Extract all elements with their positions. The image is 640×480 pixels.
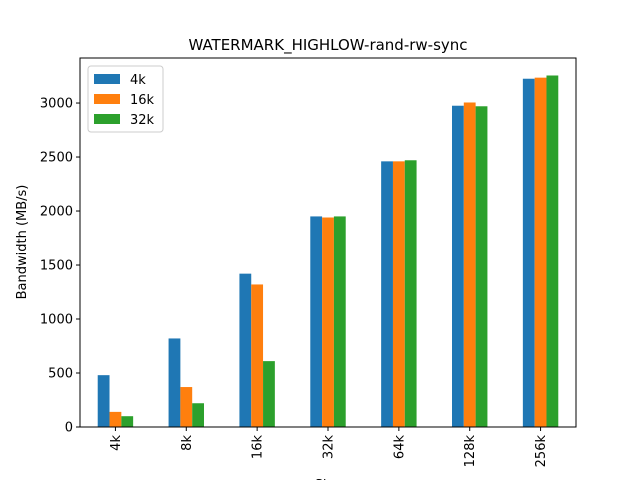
x-tick-label: 32k (322, 435, 337, 460)
bar (534, 77, 547, 427)
y-axis-label: Bandwidth (MB/s) (15, 185, 30, 300)
bar (180, 387, 193, 427)
bar (263, 361, 275, 427)
bar (475, 106, 488, 427)
y-tick-label: 1000 (40, 313, 73, 328)
y-tick-label: 500 (48, 367, 73, 382)
chart-title: WATERMARK_HIGHLOW-rand-rw-sync (188, 36, 467, 55)
bar (452, 105, 464, 427)
y-tick-label: 1500 (40, 259, 73, 274)
bar (322, 217, 334, 427)
x-tick-label: 4k (109, 435, 124, 451)
bar (239, 273, 252, 427)
x-axis-label: Size (315, 478, 342, 480)
y-tick-label: 3000 (40, 97, 73, 112)
bar (192, 403, 204, 427)
plot-frame (79, 57, 577, 428)
bar (381, 161, 393, 427)
bar (404, 160, 417, 427)
bar (463, 102, 476, 427)
x-tick-label: 256k (534, 435, 549, 468)
x-tick-label: 128k (463, 435, 478, 468)
y-tick-label: 0 (65, 421, 73, 436)
legend-label: 4k (130, 73, 146, 88)
bar (97, 375, 110, 427)
y-tick-label: 2500 (40, 151, 73, 166)
bar (392, 161, 405, 427)
x-tick-label: 64k (392, 435, 407, 460)
legend-swatch (94, 94, 120, 104)
legend-label: 32k (130, 113, 155, 128)
legend-swatch (94, 74, 120, 84)
legend-swatch (94, 114, 120, 124)
bar (333, 216, 346, 427)
bar (121, 416, 134, 427)
bar (168, 338, 181, 427)
bar (522, 78, 535, 427)
bar (109, 411, 122, 427)
bar (310, 216, 323, 427)
x-tick-label: 8k (180, 435, 195, 451)
y-tick-label: 2000 (40, 205, 73, 220)
bar (546, 75, 559, 427)
x-tick-label: 16k (251, 435, 266, 460)
bar (251, 284, 264, 427)
legend-label: 16k (130, 93, 155, 108)
